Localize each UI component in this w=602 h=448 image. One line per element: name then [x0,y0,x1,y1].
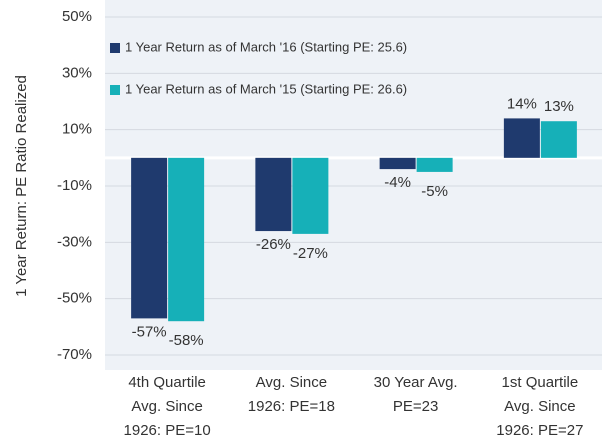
x-tick-line: 1926: PE=10 [124,422,211,439]
data-label: -57% [132,323,167,340]
y-tick-label: -30% [57,233,92,250]
bar [503,118,540,158]
x-tick-line: Avg. Since [131,398,202,415]
bar [255,157,292,232]
legend-label: 1 Year Return as of March '16 (Starting … [125,39,407,54]
data-label: -5% [421,183,448,200]
x-tick-label: 1st Quartile Avg. Since 1926: PE=27 [496,374,583,439]
bar [416,157,453,172]
y-tick-label: 30% [62,64,92,81]
x-tick-line: 4th Quartile [128,374,206,391]
x-tick-label: 30 Year Avg. PE=23 [374,374,458,415]
x-tick-line: PE=23 [393,398,438,415]
x-tick-line: 1926: PE=27 [496,422,583,439]
x-tick-line: 30 Year Avg. [374,374,458,391]
x-tick-line: 1st Quartile [502,374,579,391]
x-tick-line: 1926: PE=18 [248,398,335,415]
bar [540,121,577,158]
data-label: -4% [384,174,411,191]
y-tick-label: -70% [57,346,92,363]
y-tick-label: -10% [57,177,92,194]
legend-swatch [110,43,120,53]
legend-swatch [110,85,120,95]
x-tick-line: Avg. Since [256,374,327,391]
bar [131,157,168,319]
x-tick-label: Avg. Since 1926: PE=18 [248,374,335,415]
data-label: -26% [256,236,291,253]
data-label: 14% [507,95,537,112]
data-label: -27% [293,245,328,262]
data-label: 13% [544,98,574,115]
bar [292,157,329,234]
x-tick-label: 4th Quartile Avg. Since 1926: PE=10 [124,374,211,439]
bar [379,157,416,170]
y-tick-label: 50% [62,8,92,25]
bar [168,157,205,322]
legend-label: 1 Year Return as of March '15 (Starting … [125,81,407,96]
x-tick-line: Avg. Since [504,398,575,415]
y-tick-label: 10% [62,121,92,138]
y-axis-label: 1 Year Return: PE Ratio Realized [13,75,30,297]
data-label: -58% [169,332,204,349]
y-tick-label: -50% [57,290,92,307]
